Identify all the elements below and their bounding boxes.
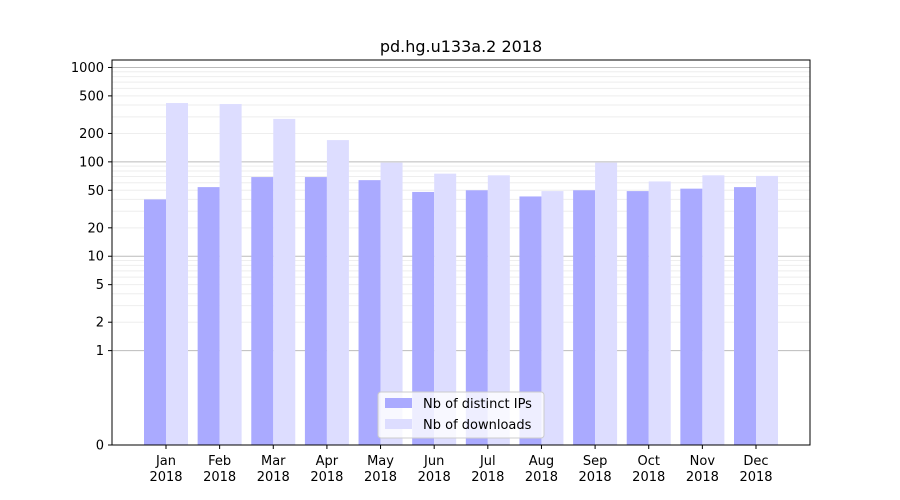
- bar-distinct-ips: [358, 180, 381, 445]
- y-axis: 0 1 2 5 10 20 50 100 200 500 1000: [71, 61, 112, 454]
- x-tick-label-year: 2018: [525, 470, 558, 485]
- bar-downloads: [702, 175, 725, 446]
- x-tick-label-month: Jun: [423, 454, 444, 469]
- x-tick-label-month: Mar: [261, 454, 286, 469]
- bar-downloads: [166, 103, 188, 446]
- y-tick-label: 0: [96, 439, 104, 454]
- x-tick-label-year: 2018: [739, 470, 772, 485]
- x-tick-label-year: 2018: [257, 470, 290, 485]
- bar-downloads: [326, 140, 349, 445]
- y-tick-label: 5: [96, 278, 104, 293]
- bar-downloads: [595, 162, 618, 445]
- bar-distinct-ips: [519, 196, 542, 445]
- y-tick-label: 20: [87, 221, 104, 236]
- plot-frame: [111, 59, 811, 446]
- y-tick-label: 50: [87, 184, 104, 199]
- x-tick-label-year: 2018: [632, 470, 665, 485]
- legend-label-downloads: Nb of downloads: [423, 418, 532, 433]
- bar-distinct-ips: [626, 191, 649, 445]
- bar-downloads: [648, 181, 671, 445]
- bar-downloads: [219, 104, 242, 445]
- y-tick-label: 2: [96, 316, 104, 331]
- y-tick-label: 500: [79, 89, 104, 104]
- x-tick-label-year: 2018: [364, 470, 397, 485]
- x-tick-label-year: 2018: [203, 470, 236, 485]
- x-tick-label-month: Apr: [316, 454, 339, 469]
- bar-distinct-ips: [465, 190, 488, 445]
- legend-box: [377, 391, 545, 439]
- bar-distinct-ips: [734, 187, 756, 446]
- legend: Nb of distinct IPs Nb of downloads: [377, 391, 545, 439]
- bars-layer: [144, 103, 778, 446]
- x-tick-label-month: May: [367, 454, 394, 469]
- y-tick-label: 200: [79, 127, 104, 142]
- y-tick-label: 1000: [71, 61, 104, 76]
- bar-downloads: [273, 118, 296, 446]
- legend-swatch-downloads: [385, 419, 412, 429]
- bar-distinct-ips: [680, 188, 703, 445]
- x-tick-label-year: 2018: [471, 470, 504, 485]
- x-tick-label-month: Oct: [637, 454, 659, 469]
- x-tick-label-year: 2018: [686, 470, 719, 485]
- bar-downloads: [434, 173, 457, 446]
- x-tick-label-month: Nov: [690, 454, 716, 469]
- bar-downloads: [380, 162, 403, 445]
- x-tick-label-year: 2018: [579, 470, 612, 485]
- x-tick-label-year: 2018: [310, 470, 343, 485]
- bar-downloads: [756, 175, 778, 445]
- x-tick-label-month: Dec: [743, 454, 768, 469]
- y-tick-label: 100: [79, 155, 104, 170]
- x-tick-label-month: Feb: [208, 454, 231, 469]
- x-tick-label-year: 2018: [149, 470, 182, 485]
- x-axis: Jan2018Feb2018Mar2018Apr2018May2018Jun20…: [149, 445, 773, 485]
- x-tick-label-year: 2018: [418, 470, 451, 485]
- bar-distinct-ips: [251, 177, 274, 445]
- x-tick-label-month: Aug: [529, 454, 554, 469]
- bar-downloads: [487, 175, 510, 446]
- chart-title: pd.hg.u133a.2 2018: [380, 37, 542, 56]
- x-tick-label-month: Sep: [583, 454, 608, 469]
- bar-distinct-ips: [412, 191, 435, 445]
- bar-distinct-ips: [197, 187, 220, 446]
- x-tick-label-month: Jul: [479, 454, 496, 469]
- bar-distinct-ips: [144, 199, 166, 445]
- legend-swatch-distinct-ips: [385, 398, 412, 408]
- bar-distinct-ips: [304, 177, 327, 445]
- bar-distinct-ips: [573, 190, 596, 445]
- bar-downloads: [541, 191, 564, 445]
- y-tick-label: 10: [87, 250, 104, 265]
- legend-label-distinct-ips: Nb of distinct IPs: [423, 397, 532, 412]
- x-tick-label-month: Jan: [155, 454, 176, 469]
- y-tick-label: 1: [96, 344, 104, 359]
